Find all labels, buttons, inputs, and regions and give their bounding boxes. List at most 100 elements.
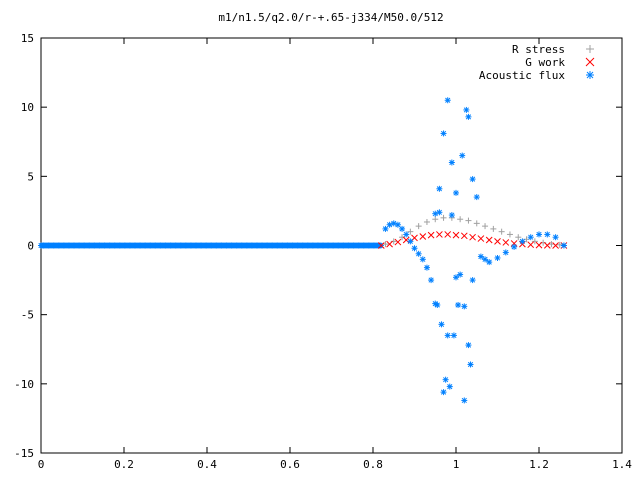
legend-label: G work — [525, 56, 565, 69]
data-point — [377, 242, 385, 249]
data-point — [485, 236, 493, 244]
legend-label: R stress — [512, 43, 565, 56]
data-point — [403, 231, 410, 238]
data-point — [444, 97, 451, 104]
y-tick-label: 5 — [27, 170, 34, 183]
data-point — [407, 238, 414, 245]
data-point — [436, 209, 443, 216]
data-point — [477, 253, 484, 260]
y-tick-label: -15 — [14, 447, 34, 460]
legend-marker — [585, 57, 595, 67]
legend-marker — [586, 71, 594, 79]
data-point — [399, 225, 406, 232]
data-point — [432, 300, 439, 307]
data-point — [455, 301, 462, 308]
data-point — [552, 234, 559, 241]
data-point — [382, 241, 389, 248]
data-point — [502, 239, 510, 246]
data-point — [519, 238, 526, 245]
data-point — [556, 241, 563, 248]
data-point — [494, 254, 501, 261]
data-point — [453, 274, 459, 281]
data-point — [459, 152, 466, 159]
data-point — [394, 221, 401, 228]
data-point — [506, 231, 513, 238]
data-point — [382, 225, 389, 232]
data-point — [469, 233, 476, 241]
data-point — [536, 231, 542, 238]
data-point — [448, 212, 455, 219]
x-tick-label: 1.4 — [612, 458, 632, 471]
data-point — [460, 232, 468, 240]
chart-title: m1/n1.5/q2.0/r-+.65-j334/M50.0/512 — [218, 11, 443, 24]
data-point — [531, 238, 538, 245]
data-point — [446, 383, 453, 390]
data-point — [527, 241, 535, 249]
legend-marker — [586, 45, 594, 53]
data-point — [444, 231, 452, 238]
data-point — [457, 271, 464, 278]
data-point — [560, 242, 567, 249]
x-tick-label: 0.8 — [363, 458, 383, 471]
data-point — [515, 234, 522, 241]
data-point — [465, 217, 472, 224]
data-point — [469, 176, 476, 183]
ticks: 0 0.2 0.4 0.6 0.8 1 1.2 1.4 15 10 5 0 -5 -10 -15 — [14, 32, 632, 471]
data-point — [473, 220, 480, 227]
legend-label: Acoustic flux — [479, 69, 565, 82]
data-point — [543, 242, 551, 249]
x-tick-label: 1.2 — [529, 458, 549, 471]
data-point — [402, 236, 410, 244]
x-tick-label: 0 — [38, 458, 45, 471]
data-point — [442, 376, 449, 383]
x-tick-label: 0.4 — [197, 458, 217, 471]
data-point — [461, 303, 468, 310]
data-point — [440, 389, 447, 396]
data-point — [444, 332, 451, 339]
data-point — [411, 245, 418, 252]
x-tick-label: 0.6 — [280, 458, 300, 471]
data-point — [463, 106, 470, 113]
x-tick-label: 1 — [453, 458, 460, 471]
plot-area — [38, 97, 568, 404]
data-point — [511, 243, 518, 250]
data-point — [436, 185, 443, 192]
data-point — [465, 113, 472, 120]
data-point — [448, 159, 455, 166]
data-point — [469, 277, 476, 284]
data-point — [423, 218, 430, 225]
data-point — [457, 216, 464, 223]
y-tick-label: 0 — [27, 240, 34, 253]
data-point — [415, 250, 422, 257]
data-point — [498, 228, 505, 235]
data-point — [419, 256, 426, 263]
data-point — [473, 194, 480, 201]
data-point — [465, 342, 472, 349]
data-point — [427, 231, 435, 239]
data-point — [461, 397, 468, 404]
data-point — [486, 259, 493, 266]
data-point — [432, 216, 439, 223]
data-point — [407, 228, 414, 235]
y-tick-label: -10 — [14, 378, 34, 391]
data-point — [419, 233, 427, 240]
y-tick-label: -5 — [21, 309, 34, 322]
data-point — [482, 256, 489, 263]
data-point — [386, 240, 393, 248]
data-point — [527, 234, 534, 241]
data-point — [502, 249, 509, 256]
series-acoustic-flux — [382, 97, 567, 404]
data-point — [453, 189, 459, 196]
data-point — [552, 242, 559, 249]
data-point — [494, 237, 501, 245]
data-point — [544, 231, 551, 238]
y-tick-label: 15 — [21, 32, 34, 45]
data-point — [548, 241, 555, 248]
data-point — [477, 235, 485, 242]
data-point — [450, 332, 457, 339]
data-point — [452, 231, 460, 239]
y-tick-label: 10 — [21, 101, 34, 114]
data-point — [535, 241, 543, 249]
